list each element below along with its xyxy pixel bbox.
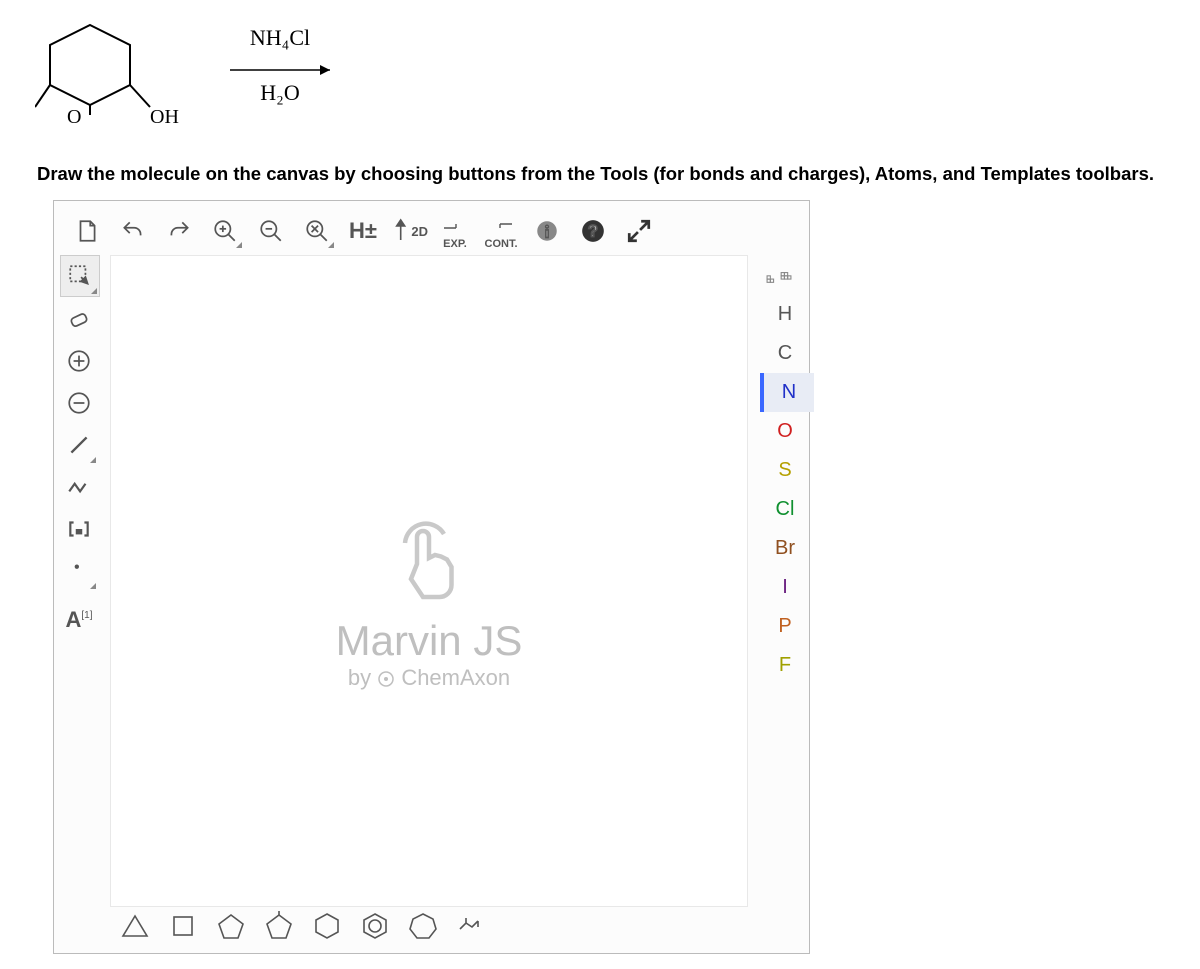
- template-pentagon[interactable]: [212, 907, 250, 945]
- template-heptagon[interactable]: [404, 907, 442, 945]
- charge-minus-tool[interactable]: [60, 383, 98, 423]
- zoom-out-button[interactable]: [252, 212, 290, 250]
- atom-n[interactable]: N: [760, 373, 814, 412]
- undo-button[interactable]: [114, 212, 152, 250]
- template-chair[interactable]: [452, 907, 490, 945]
- atoms-toolbar: HCNOSClBrIPF: [760, 261, 814, 685]
- watermark-byline: by ChemAxon: [111, 665, 747, 691]
- instruction-text: Draw the molecule on the canvas by choos…: [37, 163, 1154, 185]
- atom-s[interactable]: S: [760, 451, 810, 490]
- template-hexagon[interactable]: [308, 907, 346, 945]
- svg-text:?: ?: [588, 222, 598, 240]
- bracket-tool[interactable]: [60, 509, 98, 549]
- top-toolbar: H± 2D EXP. CONT. ?: [68, 211, 658, 251]
- redo-button[interactable]: [160, 212, 198, 250]
- template-cyclopentadiene[interactable]: [260, 907, 298, 945]
- left-toolbar: A [1]: [60, 255, 106, 637]
- clean-2d-button[interactable]: 2D: [390, 212, 428, 250]
- reagent-top: NH₄Cl: [250, 25, 310, 50]
- info-button[interactable]: [528, 212, 566, 250]
- template-benzene[interactable]: [356, 907, 394, 945]
- chain-tool[interactable]: [60, 467, 98, 507]
- watermark-title: Marvin JS: [111, 617, 747, 665]
- reagent-bottom: H₂O: [260, 80, 299, 105]
- atom-c[interactable]: C: [760, 334, 810, 373]
- marvinjs-editor: H± 2D EXP. CONT. ? A [1] Marvin JS by: [53, 200, 810, 954]
- fullscreen-button[interactable]: [620, 212, 658, 250]
- drawing-canvas[interactable]: Marvin JS by ChemAxon: [110, 255, 748, 907]
- templates-toolbar: [116, 907, 490, 945]
- template-square[interactable]: [164, 907, 202, 945]
- charge-plus-tool[interactable]: [60, 341, 98, 381]
- label-o: O: [67, 106, 81, 128]
- atom-p[interactable]: P: [760, 607, 810, 646]
- atom-br[interactable]: Br: [760, 529, 810, 568]
- help-button[interactable]: ?: [574, 212, 612, 250]
- watermark: Marvin JS by ChemAxon: [111, 516, 747, 691]
- continue-button[interactable]: CONT.: [482, 212, 520, 250]
- hydrogen-toggle-button[interactable]: H±: [344, 212, 382, 250]
- atom-i[interactable]: I: [760, 568, 810, 607]
- reaction-scheme: O OH NH₄Cl H₂O: [35, 15, 375, 130]
- label-oh: OH: [150, 106, 179, 128]
- periodic-table-button[interactable]: [760, 261, 798, 295]
- new-button[interactable]: [68, 212, 106, 250]
- single-bond-tool[interactable]: [60, 425, 98, 465]
- touch-icon: [111, 516, 747, 611]
- zoom-in-button[interactable]: [206, 212, 244, 250]
- zoom-reset-button[interactable]: [298, 212, 336, 250]
- atom-f[interactable]: F: [760, 646, 810, 685]
- atom-cl[interactable]: Cl: [760, 490, 810, 529]
- atom-o[interactable]: O: [760, 412, 810, 451]
- selection-tool[interactable]: [60, 255, 100, 297]
- eraser-tool[interactable]: [60, 299, 98, 339]
- atom-h[interactable]: H: [760, 295, 810, 334]
- annotation-tool[interactable]: A [1]: [60, 593, 98, 637]
- template-triangle[interactable]: [116, 907, 154, 945]
- export-button[interactable]: EXP.: [436, 212, 474, 250]
- radical-tool[interactable]: [60, 551, 98, 591]
